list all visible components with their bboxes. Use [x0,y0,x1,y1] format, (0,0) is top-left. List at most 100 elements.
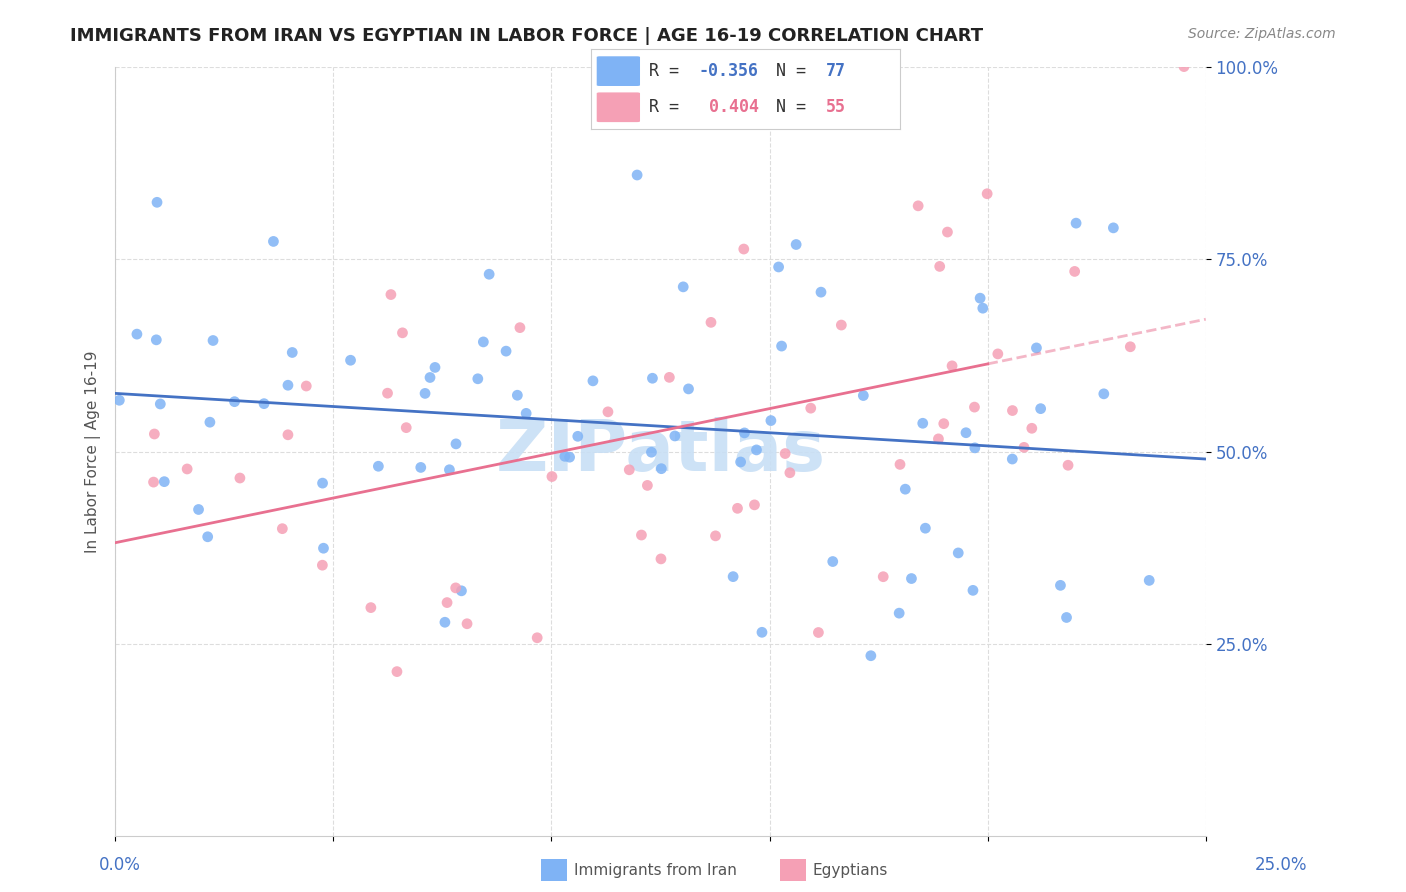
Point [907,199,929,213]
Point [900,572,922,586]
Point [436,596,458,610]
Point [1012,441,1035,455]
Point [149,397,172,411]
Point [963,441,986,455]
Text: Egyptians: Egyptians [813,863,889,878]
Point [295,379,318,393]
Text: -0.356: -0.356 [699,62,759,79]
Text: 77: 77 [825,62,845,79]
Point [678,382,700,396]
Point [456,616,478,631]
Text: R =: R = [650,98,689,116]
Point [509,320,531,334]
Text: 0.404: 0.404 [699,98,759,116]
Point [721,569,744,583]
Point [630,528,652,542]
Point [859,648,882,663]
Y-axis label: In Labor Force | Age 16-19: In Labor Force | Age 16-19 [86,351,101,553]
Point [125,327,148,342]
Point [385,665,408,679]
Point [914,521,936,535]
Point [506,388,529,402]
Point [495,344,517,359]
Point [1001,452,1024,467]
Point [377,386,399,401]
Point [202,334,225,348]
Point [963,400,986,414]
Point [419,370,441,384]
Point [395,420,418,434]
Point [727,501,749,516]
Point [197,530,219,544]
Point [311,558,333,573]
Point [932,417,955,431]
Point [928,260,950,274]
Point [567,429,589,443]
Point [311,476,333,491]
Text: 55: 55 [825,98,845,116]
Text: Immigrants from Iran: Immigrants from Iran [574,863,737,878]
Point [658,370,681,384]
Point [779,466,801,480]
Point [751,625,773,640]
Point [1001,403,1024,417]
Point [889,458,911,472]
FancyBboxPatch shape [596,56,640,86]
Point [367,459,389,474]
Point [800,401,823,416]
Point [472,334,495,349]
Point [650,552,672,566]
Point [619,463,641,477]
Point [1029,401,1052,416]
FancyBboxPatch shape [596,93,640,122]
Text: 0.0%: 0.0% [98,855,141,873]
Point [271,522,294,536]
Point [515,406,537,420]
Point [844,60,866,74]
Point [941,359,963,373]
Point [526,631,548,645]
Point [948,546,970,560]
Point [1049,578,1071,592]
Point [413,386,436,401]
Point [730,455,752,469]
Text: N =: N = [776,62,815,79]
Point [554,450,576,464]
Point [1056,610,1078,624]
Point [582,374,605,388]
Text: Source: ZipAtlas.com: Source: ZipAtlas.com [1188,27,1336,41]
Point [650,461,672,475]
Point [478,267,501,281]
Point [830,318,852,332]
Point [936,225,959,239]
Point [1102,220,1125,235]
Point [176,462,198,476]
Point [108,393,131,408]
Point [444,437,467,451]
Point [1064,216,1087,230]
Point [976,186,998,201]
Point [962,583,984,598]
Point [142,475,165,489]
Point [380,287,402,301]
Point [626,168,648,182]
Point [1092,387,1115,401]
Point [969,291,991,305]
Point [423,360,446,375]
Point [467,372,489,386]
Point [785,237,807,252]
Point [641,371,664,385]
Point [145,333,167,347]
Point [596,405,619,419]
Point [1057,458,1080,473]
Point [360,600,382,615]
Point [745,442,768,457]
Point [153,475,176,489]
Point [187,502,209,516]
Point [889,606,911,620]
Text: R =: R = [650,62,689,79]
Text: IMMIGRANTS FROM IRAN VS EGYPTIAN IN LABOR FORCE | AGE 16-19 CORRELATION CHART: IMMIGRANTS FROM IRAN VS EGYPTIAN IN LABO… [70,27,983,45]
Point [143,427,166,442]
Point [339,353,361,368]
Point [759,413,782,427]
